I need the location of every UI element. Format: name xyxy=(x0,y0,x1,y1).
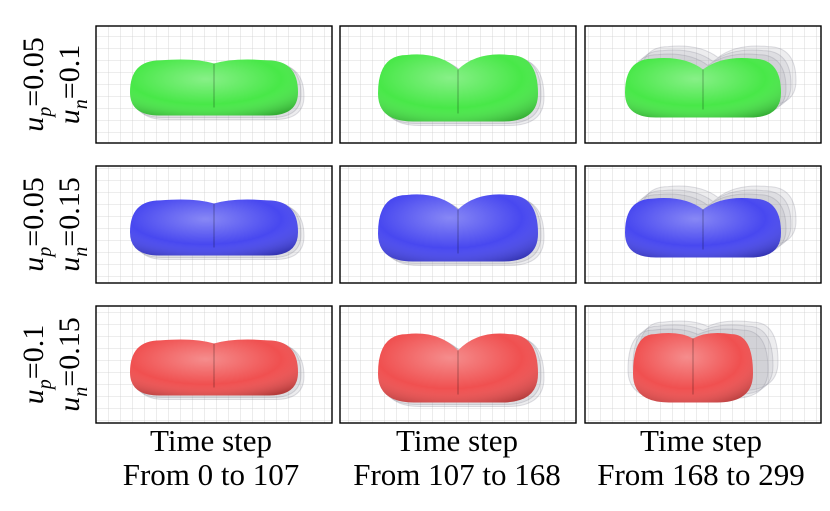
column-label-3: Time step From 168 to 299 xyxy=(581,424,821,492)
column-label-3-line1: Time step xyxy=(639,423,763,458)
column-label-3-line2: From 168 to 299 xyxy=(597,457,805,492)
row-label-1-un: un=0.1 xyxy=(53,45,92,124)
row-label-3-un: un=0.15 xyxy=(53,317,92,411)
row-label-3-up: up=0.1 xyxy=(17,325,56,404)
panel-r1-c1 xyxy=(95,25,333,144)
panel-r2-c1 xyxy=(95,165,333,284)
column-label-1-line2: From 0 to 107 xyxy=(122,457,300,492)
panel-r3-c3 xyxy=(584,305,822,424)
column-label-2-line1: Time step xyxy=(395,423,519,458)
row-label-2-up: up=0.05 xyxy=(17,177,56,271)
column-label-2-line2: From 107 to 168 xyxy=(353,457,561,492)
column-label-1: Time step From 0 to 107 xyxy=(91,424,331,492)
column-label-1-line1: Time step xyxy=(149,423,273,458)
panel-r2-c3 xyxy=(584,165,822,284)
row-label-1-up: up=0.05 xyxy=(17,37,56,131)
panel-r1-c2 xyxy=(339,25,577,144)
panel-r1-c3 xyxy=(584,25,822,144)
panel-r2-c2 xyxy=(339,165,577,284)
panel-r3-c1 xyxy=(95,305,333,424)
panel-r3-c2 xyxy=(339,305,577,424)
row-label-2-un: un=0.15 xyxy=(53,177,92,271)
column-label-2: Time step From 107 to 168 xyxy=(337,424,577,492)
